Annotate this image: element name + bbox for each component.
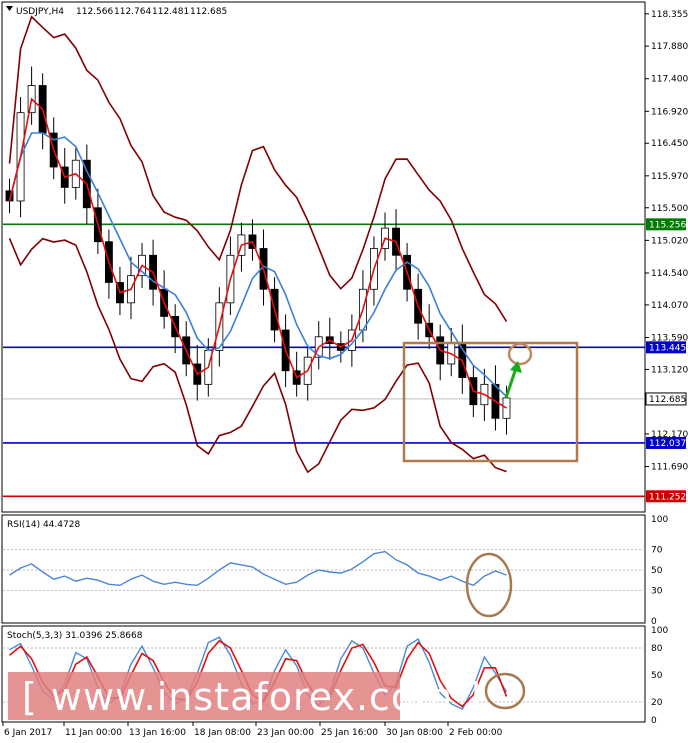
lower-band — [8, 237, 507, 474]
price-tick-label: 118.355 — [651, 10, 688, 20]
level-tag — [646, 490, 686, 503]
level-tag-label: 113.445 — [649, 343, 686, 353]
moving-averages — [8, 97, 508, 409]
price-tick-label: 112.170 — [651, 430, 688, 440]
envelope-bands — [8, 15, 508, 474]
price-tick-label: 111.690 — [651, 463, 688, 473]
stoch-tick-label: 20 — [651, 698, 663, 708]
rsi-panel — [1, 514, 646, 624]
stoch-tick-label: 0 — [651, 716, 657, 726]
ohlc-low: 112.481 — [152, 7, 189, 17]
current-price-label: 112.685 — [649, 395, 686, 405]
level-tag — [646, 341, 686, 354]
rsi-tick-label: 100 — [651, 515, 668, 525]
price-tick-label: 115.500 — [651, 204, 688, 214]
stoch-label: Stoch(5,3,3) 31.0396 25.8668 — [7, 631, 143, 641]
ohlc-close: 112.685 — [190, 7, 227, 17]
price-tick-label: 115.970 — [651, 172, 688, 182]
price-tick-label: 116.450 — [651, 139, 688, 149]
ohlc-open: 112.566 — [76, 7, 113, 17]
target-circle — [507, 342, 533, 366]
stoch-tick-label: 80 — [651, 644, 663, 654]
level-tag-label: 112.037 — [649, 439, 686, 449]
rsi-indicator: 100 70 50 30 0 — [3, 515, 668, 627]
watermark-banner — [8, 672, 400, 720]
upper-band — [8, 15, 508, 323]
time-tick-label: 11 Jan 00:00 — [65, 728, 122, 738]
candlesticks — [5, 66, 511, 435]
price-tick-label: 116.920 — [651, 107, 688, 117]
level-tag-label: 111.252 — [649, 492, 686, 502]
rsi-tick-label: 70 — [651, 546, 663, 556]
up-arrow — [504, 367, 518, 399]
watermark-text: [ www.instaforex.com ] — [22, 675, 482, 719]
level-tag — [646, 218, 686, 231]
stoch-panel — [1, 625, 646, 723]
symbol-dropdown-icon[interactable] — [6, 6, 13, 11]
time-tick-label: 18 Jan 08:00 — [194, 728, 251, 738]
rsi-tick-label: 50 — [651, 566, 663, 576]
time-tick-label: 6 Jan 2017 — [4, 728, 52, 738]
stoch-circle — [484, 672, 526, 710]
consolidation-box — [402, 341, 579, 463]
price-panel — [1, 1, 646, 513]
horizontal-levels: 115.256 113.445 112.037 111.252 112.685 — [3, 218, 687, 503]
level-tag — [646, 436, 686, 449]
time-tick-label: 23 Jan 00:00 — [257, 728, 314, 738]
stoch-tick-label: 100 — [651, 626, 668, 636]
time-tick-label: 25 Jan 16:00 — [321, 728, 378, 738]
price-tick-label: 115.020 — [651, 236, 688, 246]
price-axis: 118.355 117.880 117.400 116.920 116.450 115.9… — [645, 10, 688, 473]
rsi-tick-label: 0 — [651, 617, 657, 627]
price-tick-label: 117.400 — [651, 75, 688, 85]
time-tick-label: 2 Feb 00:00 — [449, 728, 503, 738]
rsi-circle — [465, 552, 513, 618]
rsi-tick-label: 30 — [651, 586, 663, 596]
up-arrow-head — [510, 361, 522, 373]
symbol-label: USDJPY,H4 — [16, 7, 64, 17]
slow-ma-line — [8, 132, 508, 398]
time-tick-label: 13 Jan 16:00 — [129, 728, 186, 738]
time-axis: 6 Jan 2017 11 Jan 00:00 13 Jan 16:00 18 Jan… — [2, 722, 503, 738]
current-price-tag — [645, 392, 687, 406]
price-tick-label: 113.120 — [651, 365, 688, 375]
stoch-tick-label: 50 — [651, 671, 663, 681]
rsi-label: RSI(14) 44.4728 — [7, 520, 80, 530]
fast-ma-line — [8, 97, 507, 409]
level-tag-label: 115.256 — [649, 220, 686, 230]
price-tick-label: 117.880 — [651, 42, 688, 52]
ohlc-high: 112.764 — [114, 7, 151, 17]
price-tick-label: 113.590 — [651, 333, 688, 343]
rsi-line — [9, 550, 507, 587]
time-tick-label: 30 Jan 08:00 — [386, 728, 443, 738]
price-tick-label: 114.540 — [651, 269, 688, 279]
price-tick-label: 114.070 — [651, 301, 688, 311]
